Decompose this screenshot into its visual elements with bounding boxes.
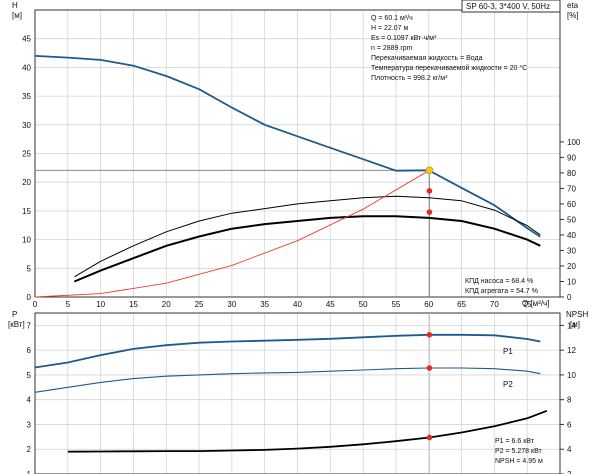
left-axis-label-m: [м] <box>12 11 22 20</box>
y-left-tick-label: 20 <box>22 178 31 187</box>
y-right-tick-label: 30 <box>567 246 576 255</box>
x-tick-label: 0 <box>33 300 38 309</box>
y-right-tick-label: 90 <box>567 153 576 162</box>
x-tick-label: 60 <box>424 300 433 309</box>
x-tick-label: 20 <box>162 300 171 309</box>
model-title: SP 60-3, 3*400 V, 50Hz <box>466 2 550 11</box>
npsh-tick-label: 2 <box>567 470 572 474</box>
info-line: Температура перекачиваемой жидкости = 20… <box>371 64 527 72</box>
series-label-p2: P2 <box>503 380 513 389</box>
p-tick-label: 4 <box>27 396 32 405</box>
npsh-tick-label: 4 <box>567 445 572 454</box>
qh-curve <box>34 55 541 238</box>
series-label-p1: P1 <box>503 347 513 356</box>
x-tick-label: 25 <box>195 300 204 309</box>
upper-curves <box>34 55 541 298</box>
left-axis-label-kw: [кВт] <box>8 320 25 329</box>
lower-chart: 12345672468101214 P [кВт] NPSH [м] P1 P2… <box>8 310 588 474</box>
npsh-duty-marker <box>426 434 433 441</box>
y-right-tick-label: 40 <box>567 231 576 240</box>
y-right-tick-label: 80 <box>567 169 576 178</box>
p-tick-label: 6 <box>27 346 32 355</box>
y-left-tick-label: 35 <box>22 92 31 101</box>
lower-plot-frame <box>34 312 561 474</box>
x-tick-label: 65 <box>457 300 466 309</box>
y-right-tick-label: 60 <box>567 200 576 209</box>
p2-duty-marker <box>426 365 433 371</box>
y-right-tick-label: 20 <box>567 262 576 271</box>
y-left-tick-label: 25 <box>22 150 31 159</box>
p-tick-label: 2 <box>27 445 32 454</box>
x-tick-label: 5 <box>66 300 71 309</box>
y-left-tick-label: 15 <box>22 207 31 216</box>
x-tick-label: 40 <box>293 300 302 309</box>
system-curve <box>34 169 430 298</box>
y-right-tick-label: 50 <box>567 215 576 224</box>
npsh-tick-label: 10 <box>567 371 576 380</box>
result-p2: P2 = 5.278 кВт <box>495 448 543 455</box>
p-tick-label: 3 <box>27 420 32 429</box>
right-axis-label-npsh: NPSH <box>566 310 588 319</box>
left-axis-label-p: P <box>12 310 17 319</box>
npsh-tick-label: 8 <box>567 396 572 405</box>
y-left-tick-label: 10 <box>22 236 31 245</box>
p-tick-label: 7 <box>27 321 32 330</box>
p1-duty-marker <box>426 331 433 338</box>
result-p1: P1 = 6.6 кВт <box>495 438 535 445</box>
info-line: Перекачиваемая жидкость = Вода <box>371 55 483 62</box>
x-tick-label: 75 <box>523 300 532 309</box>
y-left-tick-label: 5 <box>27 264 32 273</box>
unit-efficiency-curve <box>74 215 541 283</box>
x-tick-label: 15 <box>129 300 138 309</box>
unit-efficiency-text: КПД агрегата = 54.7 % <box>465 288 538 295</box>
x-tick-label: 55 <box>391 300 400 309</box>
unit-efficiency-duty-marker <box>426 209 433 215</box>
info-line: Q = 60.1 м³/ч <box>371 15 413 22</box>
x-tick-label: 35 <box>260 300 269 309</box>
duty-point-marker <box>425 166 434 175</box>
result-npsh: NPSH = 4.95 м <box>495 458 543 465</box>
npsh-tick-label: 6 <box>567 420 572 429</box>
p-tick-label: 5 <box>27 371 32 380</box>
pump-efficiency-curve <box>74 195 541 278</box>
pump-efficiency-duty-marker <box>426 188 433 194</box>
upper-chart: 0 5 10 15 20 25 30 35 40 45 50 55 60 65 70 75 0 5 10 15 20 25… <box>12 0 581 309</box>
lower-ticks: 12345672468101214 <box>27 321 576 474</box>
upper-grid <box>34 10 560 298</box>
y-left-tick-label: 40 <box>22 63 31 72</box>
info-line: H = 22.07 м <box>371 25 408 32</box>
p2-curve <box>34 367 541 393</box>
y-left-tick-label: 30 <box>22 121 31 130</box>
y-left-tick-label: 0 <box>27 293 32 302</box>
info-line: n = 2889 rpm <box>371 45 413 52</box>
x-tick-label: 70 <box>490 300 499 309</box>
lower-curves <box>34 313 548 474</box>
y-right-tick-label: 70 <box>567 184 576 193</box>
y-right-tick-label: 10 <box>567 277 576 286</box>
info-line: Es = 0.1097 кВт·ч/м³ <box>371 35 437 42</box>
info-line: Плотность = 998.2 кг/м³ <box>371 75 448 82</box>
pump-efficiency-text: КПД насоса = 68.4 % <box>465 278 533 285</box>
x-tick-label: 10 <box>96 300 105 309</box>
upper-plot-frame <box>34 9 561 298</box>
npsh-tick-label: 12 <box>567 346 576 355</box>
right-axis-label-eta: eta <box>567 1 579 10</box>
y-right-tick-label: 0 <box>567 293 572 302</box>
p-tick-label: 1 <box>27 470 32 474</box>
x-tick-label: 45 <box>326 300 335 309</box>
p1-curve <box>34 333 541 369</box>
x-tick-label: 30 <box>227 300 236 309</box>
x-axis-label: Q [м³/ч] <box>522 299 549 308</box>
right-axis-label-m: [м] <box>570 320 580 329</box>
upper-ticks: 0 5 10 15 20 25 30 35 40 45 50 55 60 65 70 75 0 5 10 15 20 25… <box>22 35 581 309</box>
x-tick-label: 50 <box>359 300 368 309</box>
left-axis-label-h: H <box>12 1 18 10</box>
y-left-tick-label: 45 <box>22 35 31 44</box>
y-right-tick-label: 100 <box>567 138 581 147</box>
npsh-tick-label: 14 <box>567 321 576 330</box>
npsh-curve <box>67 409 548 453</box>
model-box <box>461 0 561 13</box>
right-axis-label-pct: [%] <box>567 11 579 20</box>
